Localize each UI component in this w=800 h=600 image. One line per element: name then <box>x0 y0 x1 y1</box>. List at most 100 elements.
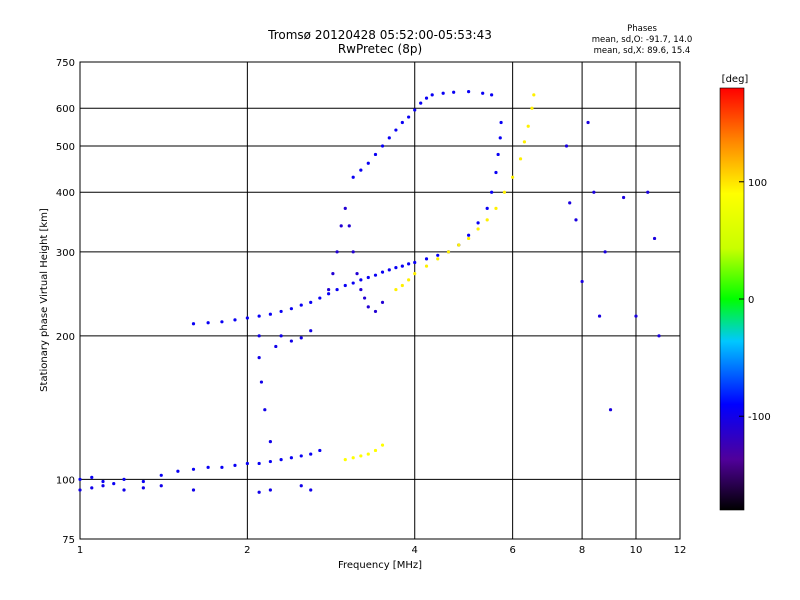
data-point <box>485 218 489 222</box>
plot-area <box>79 61 681 540</box>
data-point <box>400 120 404 125</box>
data-point <box>476 221 480 225</box>
data-point <box>191 467 196 471</box>
data-point <box>446 250 451 254</box>
data-point <box>309 300 313 305</box>
data-point <box>419 101 423 105</box>
y-tick-label: 300 <box>56 248 75 259</box>
data-point <box>592 190 596 194</box>
data-point <box>327 292 331 296</box>
data-point <box>394 265 398 270</box>
data-point <box>621 195 626 200</box>
data-point <box>476 227 480 231</box>
data-point <box>359 454 363 458</box>
chart-subtitle: RwPretec (8p) <box>338 42 422 56</box>
data-point <box>268 312 272 316</box>
data-point <box>90 475 94 479</box>
data-point <box>268 440 272 444</box>
data-point <box>441 91 445 95</box>
data-point <box>574 218 578 222</box>
colorbar-tick-label: 100 <box>748 178 767 189</box>
chart-title: Tromsø 20120428 05:52:00-05:53:43 <box>267 28 492 42</box>
data-point <box>597 314 602 318</box>
data-point <box>318 296 322 300</box>
data-point <box>457 243 461 247</box>
data-point <box>362 296 367 300</box>
data-point <box>413 108 417 112</box>
data-point <box>259 380 264 384</box>
data-point <box>299 303 303 307</box>
phases-line-x: mean, sd,X: 89.6, 15.4 <box>594 46 691 56</box>
data-point <box>380 300 385 305</box>
data-point <box>141 479 145 484</box>
data-point <box>494 206 498 210</box>
data-point <box>436 253 440 257</box>
data-point <box>289 456 293 460</box>
data-point <box>380 270 385 274</box>
data-point <box>496 152 500 157</box>
data-point <box>351 250 355 254</box>
data-point <box>299 336 303 340</box>
data-point <box>652 236 657 241</box>
data-point <box>490 93 494 97</box>
data-point <box>498 136 502 140</box>
data-point <box>268 459 272 464</box>
colorbar-tick-label: -100 <box>748 412 771 423</box>
data-point <box>373 273 378 277</box>
data-point <box>373 448 378 453</box>
data-point <box>366 452 370 456</box>
data-point <box>424 257 429 261</box>
x-tick-label: 2 <box>244 545 250 556</box>
y-tick-label: 750 <box>56 58 75 69</box>
data-point <box>335 287 339 292</box>
data-point <box>268 488 272 492</box>
data-point <box>274 344 278 349</box>
data-point <box>526 124 530 128</box>
data-point <box>359 168 363 172</box>
x-tick-label: 4 <box>412 545 418 556</box>
x-tick-label: 1 <box>77 545 83 556</box>
colorbar-label: [deg] <box>722 74 749 85</box>
y-tick-label: 75 <box>62 535 75 546</box>
data-point <box>366 161 370 165</box>
data-point <box>279 458 283 462</box>
data-point <box>413 272 417 276</box>
x-tick-label: 6 <box>509 545 515 556</box>
data-point <box>499 120 503 125</box>
y-tick-label: 100 <box>56 475 75 486</box>
x-tick-label: 12 <box>674 545 687 556</box>
data-point <box>387 136 391 140</box>
data-point <box>191 488 196 492</box>
data-point <box>359 287 363 292</box>
data-point <box>373 309 378 314</box>
data-point <box>522 140 527 144</box>
data-point <box>263 408 267 412</box>
data-point <box>436 257 440 261</box>
data-point <box>299 454 303 458</box>
y-axis-ticks: 75 100 200 300 400 500 600 750 <box>56 58 75 546</box>
data-point <box>289 307 293 311</box>
data-point <box>467 233 471 237</box>
data-point <box>518 157 523 161</box>
data-point <box>380 443 385 447</box>
data-point <box>532 93 536 97</box>
data-point <box>657 334 661 338</box>
data-point <box>220 320 224 324</box>
data-point <box>646 190 650 194</box>
data-point <box>481 91 485 95</box>
data-point <box>351 281 355 285</box>
data-point <box>343 206 347 210</box>
data-point <box>400 264 404 268</box>
data-point <box>78 477 82 482</box>
data-point <box>603 250 607 254</box>
data-point <box>257 490 261 494</box>
data-point <box>366 275 370 280</box>
data-point <box>309 329 313 333</box>
data-point <box>359 278 363 282</box>
data-point <box>245 461 249 466</box>
data-point <box>608 408 613 412</box>
data-point <box>101 484 105 488</box>
data-point <box>366 305 370 309</box>
colorbar-ticks: -100 0 100 <box>739 178 771 423</box>
data-point <box>373 152 378 157</box>
